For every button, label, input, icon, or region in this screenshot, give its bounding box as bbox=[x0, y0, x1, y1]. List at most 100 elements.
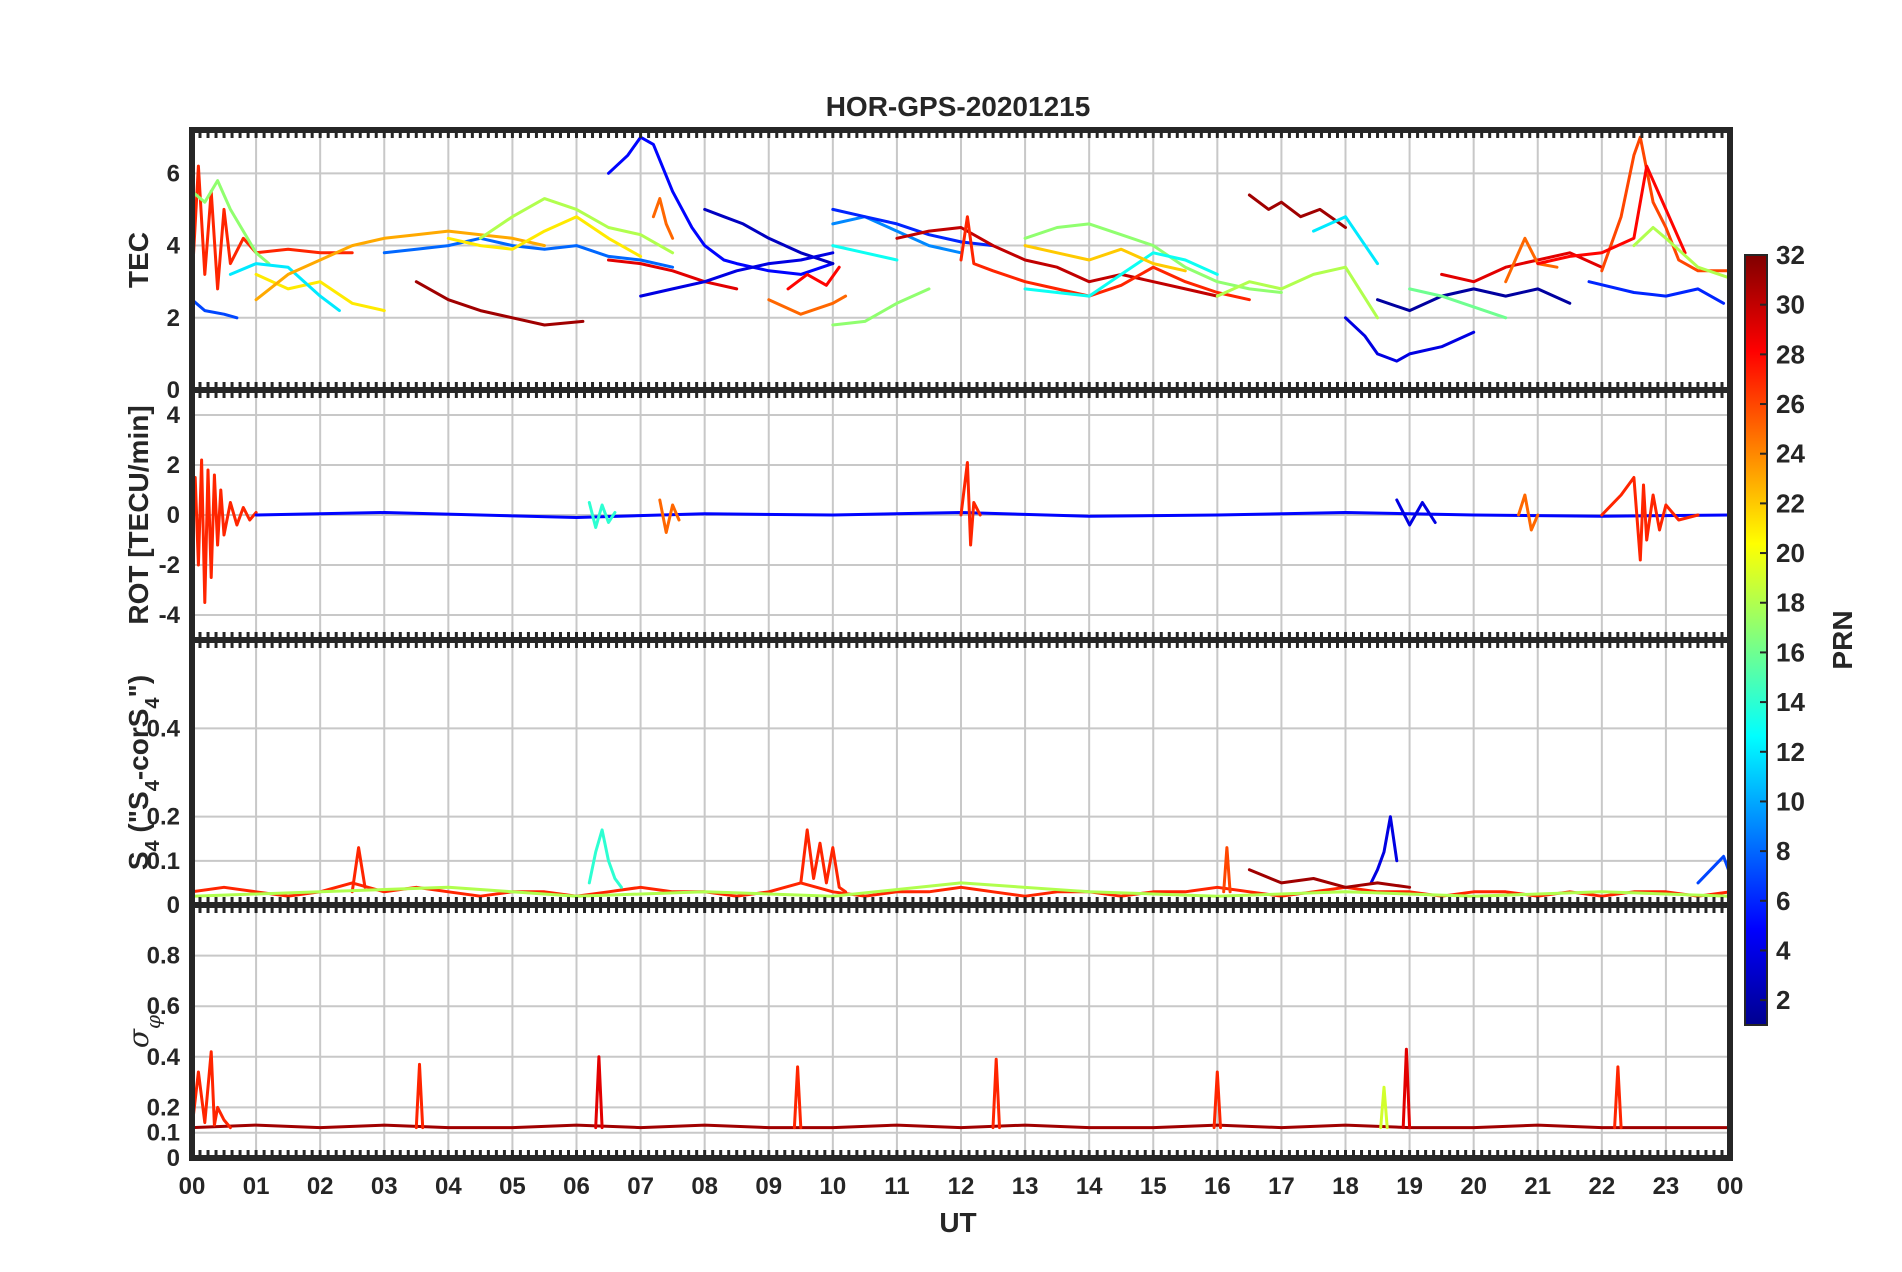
colorbar-tick-label: 28 bbox=[1776, 339, 1805, 369]
x-tick-label: 16 bbox=[1204, 1173, 1231, 1200]
tec-series-prn-2 bbox=[1376, 287, 1572, 313]
sigma-series-prn-29 bbox=[1401, 1047, 1412, 1130]
y-tick-label: 0.1 bbox=[147, 848, 180, 875]
x-tick-label: 22 bbox=[1588, 1173, 1615, 1200]
tec-series-prn-12 bbox=[1312, 215, 1379, 266]
tec-series-prn-27 bbox=[959, 215, 1251, 302]
tec-series-prn-21 bbox=[446, 215, 643, 258]
x-axis-label: UT bbox=[939, 1207, 976, 1238]
tec-series-prn-6 bbox=[831, 207, 995, 248]
colorbar-tick-label: 16 bbox=[1776, 637, 1805, 667]
colorbar-tick-label: 26 bbox=[1776, 389, 1805, 419]
rot-series-prn-25 bbox=[1517, 493, 1540, 532]
tec-series-prn-6 bbox=[1587, 280, 1726, 305]
panel-sigma: 00.10.2 0.4 0.6 0.8 σφ bbox=[122, 902, 1733, 1172]
y-tick-label: 0.1 bbox=[147, 1120, 180, 1147]
colorbar-tick-label: 24 bbox=[1776, 439, 1805, 469]
sigma-series-group bbox=[192, 1047, 1730, 1130]
y-tick-label: 0 bbox=[167, 377, 180, 404]
y-tick-label: 0.4 bbox=[147, 1044, 181, 1071]
tec-series-group bbox=[192, 135, 1730, 363]
sigma-series-prn-27 bbox=[1613, 1065, 1623, 1130]
tec-series-prn-28 bbox=[1536, 164, 1687, 266]
rot-series-prn-4 bbox=[1395, 498, 1437, 527]
rot-series-prn-5 bbox=[254, 511, 1730, 519]
x-tick-label: 02 bbox=[307, 1173, 334, 1200]
y-tick-label: 0 bbox=[167, 1145, 180, 1172]
tec-series-prn-29 bbox=[607, 258, 739, 291]
panel-s4: 0 0.1 0.2 0.4S4 ("S4-corS4") bbox=[123, 637, 1733, 919]
colorbar-tick-label: 4 bbox=[1776, 935, 1791, 965]
s4-series-prn-26 bbox=[1222, 846, 1232, 894]
colorbar-tick-label: 22 bbox=[1776, 488, 1805, 518]
sigma-series-prn-29 bbox=[594, 1055, 604, 1130]
sigma-series-prn-27 bbox=[414, 1062, 425, 1130]
x-tick-label: 12 bbox=[948, 1173, 975, 1200]
tec-series-prn-25 bbox=[651, 197, 675, 240]
tec-series-prn-17 bbox=[831, 287, 931, 327]
s4-series-prn-31 bbox=[1247, 868, 1412, 889]
x-axis: 00 01 02 03 04 05 06 07 08 09 10 11 12 13 14 15 16 17 18 19… bbox=[179, 1173, 1744, 1200]
tec-series-prn-16 bbox=[1408, 287, 1508, 320]
x-tick-label: 17 bbox=[1268, 1173, 1295, 1200]
tec-series-prn-4 bbox=[639, 251, 835, 298]
x-tick-label: 07 bbox=[627, 1173, 654, 1200]
tec-series-prn-8 bbox=[382, 236, 675, 269]
rot-series-prn-27 bbox=[959, 461, 982, 547]
tec-series-prn-22 bbox=[1023, 244, 1187, 273]
rot-series-prn-27 bbox=[1600, 476, 1700, 562]
x-tick-label: 10 bbox=[819, 1173, 846, 1200]
y-tick-label: 4 bbox=[167, 233, 181, 260]
tec-series-prn-30 bbox=[895, 226, 1219, 298]
axes-frame bbox=[189, 902, 1733, 1161]
x-tick-label: 01 bbox=[243, 1173, 270, 1200]
x-tick-label: 14 bbox=[1076, 1173, 1103, 1200]
y-tick-label: 0 bbox=[167, 892, 180, 919]
tec-series-prn-25 bbox=[767, 294, 848, 316]
x-tick-label: 09 bbox=[755, 1173, 782, 1200]
y-tick-label: 0.8 bbox=[147, 943, 180, 970]
y-tick-label: 0.2 bbox=[147, 1094, 180, 1121]
s4-series-prn-14 bbox=[587, 828, 623, 889]
sigma-series-prn-27 bbox=[1212, 1070, 1222, 1130]
s4-series-prn-18 bbox=[192, 881, 1730, 898]
rot-series-group bbox=[192, 458, 1730, 604]
tec-series-prn-4 bbox=[1344, 316, 1476, 363]
y-tick-label: 0.4 bbox=[147, 715, 181, 742]
s4-series-prn-7 bbox=[1696, 854, 1730, 885]
chart-title: HOR-GPS-20201215 bbox=[826, 91, 1091, 122]
s4-series-prn-27 bbox=[192, 881, 1730, 898]
tec-series-prn-3 bbox=[703, 207, 835, 266]
y-tick-label: 0.2 bbox=[147, 804, 180, 831]
tec-series-prn-12 bbox=[228, 262, 341, 313]
tec-series-prn-5 bbox=[607, 135, 835, 276]
colorbar-tick-label: 20 bbox=[1776, 538, 1805, 568]
tec-series-prn-27 bbox=[192, 164, 354, 291]
colorbar-tick-label: 2 bbox=[1776, 985, 1790, 1015]
x-tick-label: 23 bbox=[1653, 1173, 1680, 1200]
x-tick-label: 11 bbox=[884, 1173, 909, 1200]
colorbar-tick-label: 6 bbox=[1776, 886, 1790, 916]
tec-series-prn-28 bbox=[786, 265, 841, 291]
panel-tec: 0 2 4 6 TEC bbox=[123, 127, 1733, 404]
y-tick-label: 6 bbox=[167, 160, 180, 187]
rot-series-prn-25 bbox=[658, 498, 681, 534]
sigma-series-prn-27 bbox=[792, 1065, 803, 1130]
rot-y-axis-label: ROT [TECU/min] bbox=[123, 405, 154, 624]
y-tick-label: -2 bbox=[159, 552, 180, 579]
sigma-series-prn-27 bbox=[991, 1057, 1001, 1130]
tec-series-prn-18 bbox=[1215, 265, 1379, 320]
tec-series-prn-9 bbox=[831, 215, 963, 255]
y-tick-label: 0.6 bbox=[147, 993, 180, 1020]
x-tick-label: 13 bbox=[1012, 1173, 1039, 1200]
colorbar-tick-label: 12 bbox=[1776, 737, 1805, 767]
tec-series-prn-18 bbox=[478, 197, 675, 255]
s4-series-group bbox=[192, 815, 1730, 898]
x-tick-label: 04 bbox=[435, 1173, 462, 1200]
y-tick-label: 0 bbox=[167, 502, 180, 529]
tec-series-prn-26 bbox=[1600, 135, 1730, 273]
tec-series-prn-23 bbox=[254, 229, 546, 302]
x-tick-label: 18 bbox=[1332, 1173, 1359, 1200]
x-tick-label: 06 bbox=[563, 1173, 590, 1200]
